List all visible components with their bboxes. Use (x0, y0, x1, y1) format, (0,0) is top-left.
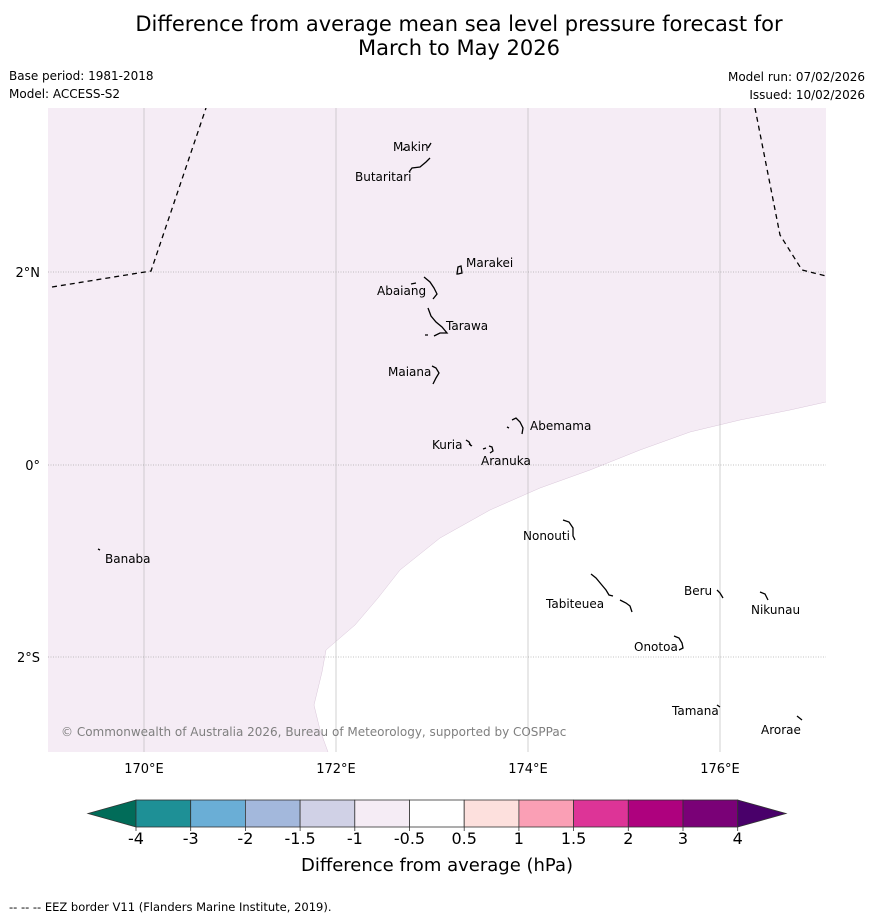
island-shape-nikunau (759, 591, 769, 601)
island-shape-abemama (506, 417, 524, 435)
lon-label: 176°E (700, 762, 740, 777)
model-run: Model run: 07/02/2026 (727, 70, 865, 84)
colorbar-segment (627, 799, 684, 828)
colorbar-tick-label: 2 (623, 829, 633, 848)
island-label: Aranuka (481, 454, 531, 468)
island-label: Arorae (761, 723, 801, 737)
colorbar-tick-label: 1.5 (561, 829, 586, 848)
colorbar-segment (463, 799, 520, 828)
eez-border (51, 108, 826, 288)
model-name: Model: ACCESS-S2 (9, 87, 121, 101)
colorbar-segment (354, 799, 410, 828)
parallels (48, 271, 826, 658)
island-label: Makin (393, 140, 429, 154)
island-label: Abaiang (377, 284, 426, 298)
base-period: Base period: 1981-2018 (9, 69, 154, 83)
island-shape-beru (716, 589, 724, 599)
island-shape-marakei (456, 265, 463, 275)
map-area: Makin Butaritari Marakei Abaiang Tarawa … (48, 108, 826, 752)
colorbar-segment (244, 799, 301, 828)
chart-title: Difference from average mean sea level p… (0, 12, 873, 60)
island-shape-maiana (431, 365, 440, 385)
island-shape-arorae (796, 715, 803, 721)
colorbar-over-arrow (737, 799, 788, 828)
anomaly-region-outside (314, 402, 826, 752)
lon-label: 172°E (316, 762, 356, 777)
island-label: Nikunau (751, 603, 800, 617)
island-label: Banaba (105, 552, 151, 566)
eez-footnote: -- -- -- EEZ border V11 (Flanders Marine… (9, 900, 332, 914)
island-shape-kuria (465, 439, 473, 447)
island-shape-onotoa (673, 635, 684, 651)
lat-label: 2°S (17, 651, 40, 666)
latitude-labels: 2°N 0° 2°S (16, 266, 41, 666)
colorbar: -4 -3 -2 -1.5 -1 -0.5 0.5 1 1.5 2 3 4 (86, 799, 788, 848)
issued-date: Issued: 10/02/2026 (749, 88, 865, 102)
colorbar-segment (190, 799, 246, 828)
island-shape-tamana (716, 704, 721, 708)
island-label: Onotoa (634, 640, 678, 654)
colorbar-label: Difference from average (hPa) (301, 855, 573, 876)
colorbar-segment (299, 799, 356, 828)
island-shape-makin (402, 142, 432, 151)
title-line-2: March to May 2026 (358, 36, 560, 60)
island-label: Nonouti (523, 529, 570, 543)
island-shape-banaba (97, 548, 101, 551)
colorbar-segment (682, 799, 739, 828)
copyright-notice: © Commonwealth of Australia 2026, Bureau… (61, 725, 566, 739)
island-label: Tabiteuea (545, 597, 604, 611)
island-shape-abaiang (410, 276, 438, 300)
colorbar-tick-label: 3 (678, 829, 688, 848)
anomaly-contour (313, 401, 826, 752)
colorbar-tick-label: 1 (514, 829, 524, 848)
island-label: Marakei (466, 256, 513, 270)
colorbar-segment (518, 799, 575, 828)
island-shape-tarawa (425, 307, 449, 337)
title-line-1: Difference from average mean sea level p… (135, 12, 783, 36)
island-label: Beru (684, 584, 712, 598)
island-label: Butaritari (355, 170, 412, 184)
colorbar-tick-label: 4 (733, 829, 743, 848)
colorbar-segment (573, 799, 629, 828)
colorbar-tick-label: -0.5 (394, 829, 425, 848)
island-label: Maiana (388, 365, 431, 379)
island-label: Abemama (530, 419, 591, 433)
lon-label: 174°E (508, 762, 548, 777)
colorbar-tick-label: -1.5 (284, 829, 315, 848)
island-shape-aranuka (482, 445, 494, 454)
colorbar-tick-label: -2 (237, 829, 253, 848)
lon-label: 170°E (124, 762, 164, 777)
island-shape-butaritari (408, 157, 431, 173)
island-label: Tamana (671, 704, 719, 718)
colorbar-segment (135, 799, 192, 828)
colorbar-tick-label: -4 (128, 829, 144, 848)
island-label: Kuria (432, 438, 463, 452)
longitude-labels: 170°E 172°E 174°E 176°E (124, 762, 740, 777)
island-outlines (97, 142, 803, 721)
colorbar-tick-label: 0.5 (451, 829, 476, 848)
island-shape-tabiteuea (590, 573, 633, 613)
colorbar-tick-label: -3 (183, 829, 199, 848)
island-label: Tarawa (445, 319, 488, 333)
lat-label: 0° (25, 459, 40, 474)
island-shape-nonouti (562, 519, 576, 541)
island-labels: Makin Butaritari Marakei Abaiang Tarawa … (105, 140, 801, 737)
colorbar-under-arrow (86, 799, 137, 828)
colorbar-segment (409, 799, 465, 828)
lat-label: 2°N (16, 266, 41, 281)
meridians (143, 108, 721, 752)
colorbar-tick-label: -1 (347, 829, 363, 848)
